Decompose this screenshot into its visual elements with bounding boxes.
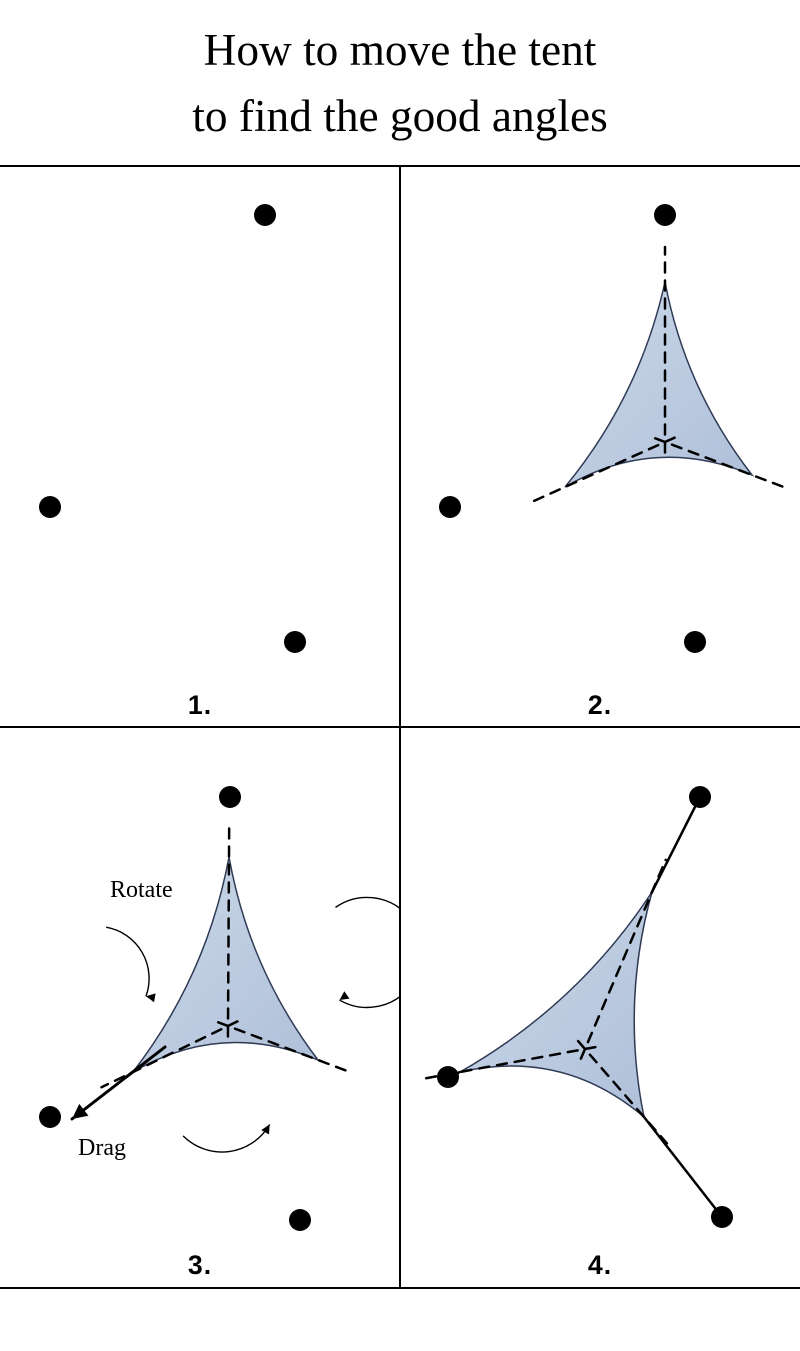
panel-label: 2. — [400, 690, 800, 721]
panel-grid: 1.2. Rotate Drag 3.4. — [0, 165, 800, 1289]
anchor-dot — [39, 496, 61, 518]
page-title: How to move the tent to find the good an… — [0, 0, 800, 149]
tent-icon — [101, 822, 350, 1087]
title-line-1: How to move the tent — [0, 18, 800, 84]
rotate-arrow-icon — [336, 897, 401, 1007]
page-root: How to move the tent to find the good an… — [0, 0, 800, 1351]
anchor-dot — [684, 631, 706, 653]
annotation-rotate: Rotate — [110, 877, 173, 904]
panel-2: 2. — [400, 167, 800, 727]
anchor-dot — [439, 496, 461, 518]
panel-label: 3. — [0, 1250, 400, 1281]
tent-icon — [426, 860, 667, 1144]
connector-line — [652, 797, 700, 892]
anchor-dot — [289, 1209, 311, 1231]
drag-arrow-icon — [72, 1047, 165, 1119]
panel-label: 4. — [400, 1250, 800, 1281]
panel-3: Rotate Drag 3. — [0, 727, 400, 1287]
anchor-dot — [254, 204, 276, 226]
rotate-arrow-icon — [106, 927, 149, 996]
rotate-arrow-icon — [183, 1125, 270, 1153]
panel-1: 1. — [0, 167, 400, 727]
anchor-dot — [689, 786, 711, 808]
anchor-dot — [711, 1206, 733, 1228]
anchor-dot — [437, 1066, 459, 1088]
title-line-2: to find the good angles — [0, 84, 800, 150]
anchor-dot — [219, 786, 241, 808]
tent-icon — [533, 247, 785, 501]
anchor-dot — [284, 631, 306, 653]
panel-4-canvas — [400, 727, 800, 1287]
anchor-dot — [654, 204, 676, 226]
panel-2-canvas — [400, 167, 800, 727]
annotation-drag: Drag — [78, 1135, 126, 1162]
anchor-dot — [39, 1106, 61, 1128]
panel-3-canvas — [0, 727, 400, 1287]
connector-line — [644, 1117, 722, 1217]
panel-4: 4. — [400, 727, 800, 1287]
panel-1-canvas — [0, 167, 400, 727]
panel-label: 1. — [0, 690, 400, 721]
